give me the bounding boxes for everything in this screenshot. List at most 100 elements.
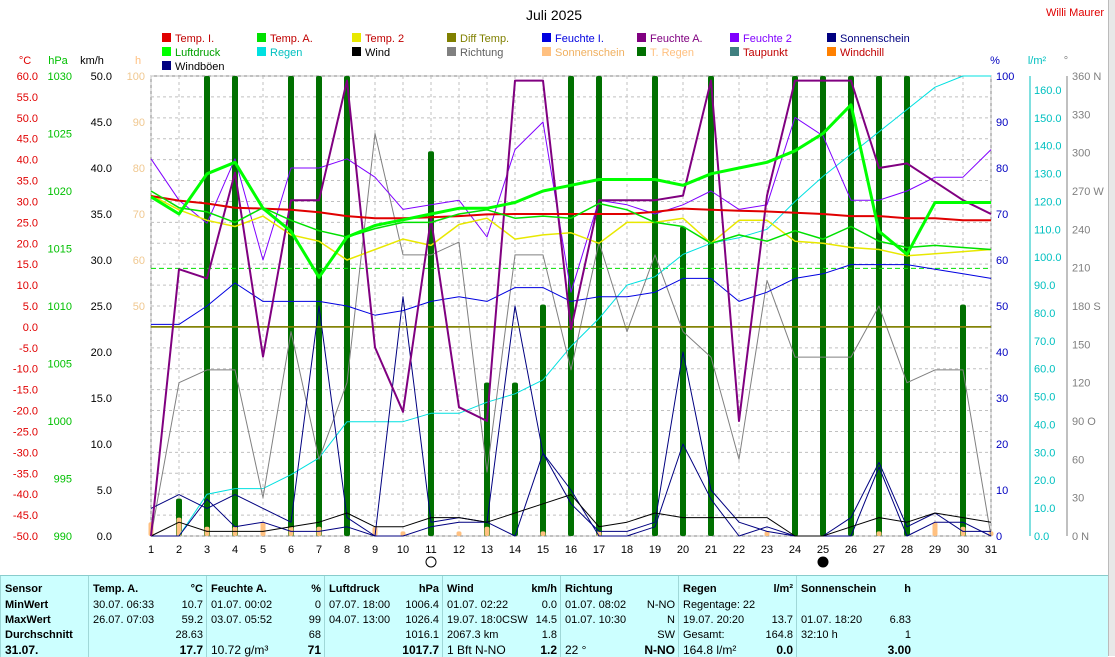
rain-bar — [960, 304, 966, 536]
kmh-tick-label: 40.0 — [91, 163, 112, 175]
legend-swatch — [827, 47, 836, 56]
stats-cell: 01.07. 18:20 6.83 — [801, 613, 911, 627]
dir-tick-label: 30 — [1072, 493, 1084, 505]
stats-cell — [801, 598, 911, 612]
stats-cell-value: N-NO — [644, 643, 675, 657]
dir-tick-label: 270 W — [1072, 186, 1104, 198]
stats-column-press: Luftdruck hPa 07.07. 18:00 1006.4 04.07. 13:… — [324, 576, 443, 657]
legend-swatch — [352, 33, 361, 42]
rain-tick-label: 100.0 — [1034, 252, 1062, 264]
stats-cell: 19.07. 18:0CSW 14.5 — [447, 613, 557, 627]
stats-cell: Gesamt: 164.8 — [683, 628, 793, 642]
stats-cell-value: 1.2 — [540, 643, 557, 657]
axis-units: °C hPa km/h h % l/m² ° — [19, 55, 1068, 67]
hpa-tick-label: 1015 — [48, 244, 72, 256]
rain-bar — [904, 76, 910, 536]
rain-bar — [428, 151, 434, 537]
stats-cell-time: 01.07. 18:20 — [801, 614, 863, 626]
dir-tick-label: 240 — [1072, 224, 1090, 236]
legend-swatch — [542, 33, 551, 42]
stats-header-label: Sensor — [5, 583, 43, 595]
legend-label: Feuchte A. — [650, 33, 703, 45]
kmh-tick-label: 30.0 — [91, 255, 112, 267]
stats-cell-time: 164.8 l/m² — [683, 643, 737, 657]
stats-cell-value: 3.00 — [887, 643, 911, 657]
x-tick-label: 12 — [453, 544, 465, 556]
rain-bar — [820, 76, 826, 536]
stats-header: Richtung — [565, 582, 675, 596]
stats-header-label: Regen — [683, 583, 717, 595]
hpa-tick-label: 1000 — [48, 416, 72, 428]
x-tick-label: 21 — [705, 544, 717, 556]
temp-tick-label: 50.0 — [17, 113, 38, 125]
stats-header-label: Sonnenschein — [801, 583, 877, 595]
h-tick-label: 90 — [133, 117, 145, 129]
sunshine-bar — [876, 531, 882, 536]
x-tick-label: 9 — [372, 544, 378, 556]
rain-tick-label: 110.0 — [1034, 224, 1061, 236]
stats-cell-time: 03.07. 05:52 — [211, 614, 273, 626]
kmh-tick-label: 10.0 — [91, 439, 112, 451]
series-line-windb-en — [150, 296, 991, 537]
legend-swatch — [162, 61, 171, 70]
stats-cell: 26.07. 07:03 59.2 — [93, 613, 203, 627]
stats-column-sensor: Sensor MinWert MaxWert Durchschnitt 31.07. — [0, 576, 89, 657]
legend-swatch — [257, 47, 266, 56]
author-label: Willi Maurer — [1046, 7, 1104, 19]
rain-tick-label: 70.0 — [1034, 336, 1055, 348]
stats-header-unit: h — [904, 583, 911, 595]
temp-tick-label: -40.0 — [13, 489, 38, 501]
stats-cell: 01.07. 02:22 0.0 — [447, 598, 557, 612]
stats-cell-time: 01.07. 02:22 — [447, 599, 509, 611]
chart-title: Juli 2025 — [526, 7, 582, 23]
stats-header: Luftdruck hPa — [329, 582, 439, 596]
temp-tick-label: -20.0 — [13, 406, 38, 418]
temp-tick-label: 0.0 — [23, 322, 38, 334]
sunshine-bar — [260, 522, 266, 536]
legend-label: Feuchte I. — [555, 33, 604, 45]
stats-cell: 68 — [211, 628, 321, 642]
kmh-tick-label: 20.0 — [91, 347, 112, 359]
sunshine-bar — [540, 531, 546, 536]
x-tick-label: 24 — [789, 544, 801, 556]
h-tick-label: 80 — [133, 163, 145, 175]
legend-label: Diff Temp. — [460, 33, 509, 45]
h-tick-label: 50 — [133, 301, 145, 313]
legend-swatch — [542, 47, 551, 56]
stats-cell: 28.63 — [93, 628, 203, 642]
legend-label: Temp. I. — [175, 33, 214, 45]
temp-tick-label: -45.0 — [13, 510, 38, 522]
temp-tick-label: 55.0 — [17, 92, 38, 104]
pct-tick-label: 70 — [996, 209, 1008, 221]
pct-tick-label: 40 — [996, 347, 1008, 359]
stats-cell-time: Regentage: 22 — [683, 599, 756, 611]
legend-swatch — [730, 47, 739, 56]
x-tick-label: 11 — [425, 544, 436, 556]
temp-tick-label: 40.0 — [17, 155, 38, 167]
hpa-tick-label: 1025 — [48, 129, 72, 141]
stats-cell: 31.07. — [5, 643, 39, 657]
rain-bar — [652, 76, 658, 536]
stats-cell-value: 1 — [904, 629, 911, 641]
dir-tick-label: 180 S — [1072, 301, 1101, 313]
x-axis: 1 2 3 4 5 6 7 8 9 10 11 12 13 14 15 16 17 18 19 20 21 22 23 24 2… — [148, 544, 997, 556]
temp-tick-label: 30.0 — [17, 196, 38, 208]
rain-bar — [288, 76, 294, 536]
vertical-scrollbar[interactable] — [1108, 0, 1115, 656]
stats-header: Wind km/h — [447, 582, 557, 596]
h-tick-label: 70 — [133, 209, 145, 221]
series-line-regen — [151, 75, 991, 537]
temp-tick-label: 60.0 — [17, 71, 38, 83]
stats-header-label: Richtung — [565, 583, 613, 595]
legend-label: Temp. A. — [270, 33, 313, 45]
series-line-sonnenschein — [151, 443, 992, 537]
rain-bar — [792, 76, 798, 536]
series-line-wind — [150, 494, 992, 537]
stats-cell-value: 1026.4 — [405, 614, 439, 626]
stats-cell: 2067.3 km 1.8 — [447, 628, 557, 642]
temp-tick-label: -10.0 — [13, 364, 38, 376]
stats-header: Sonnenschein h — [801, 582, 911, 596]
temp-tick-label: -30.0 — [13, 447, 38, 459]
pct-unit: % — [990, 55, 1000, 67]
sunshine-bar — [932, 522, 938, 536]
